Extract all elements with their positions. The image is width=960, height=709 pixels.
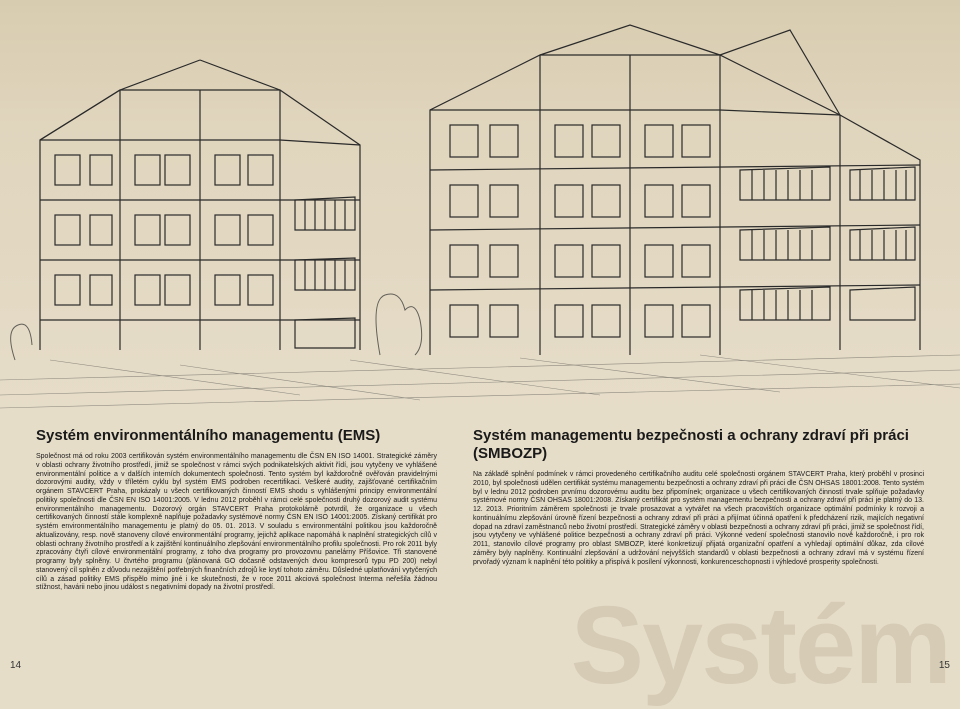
smbozp-heading: Systém managementu bezpečnosti a ochrany…	[473, 427, 924, 463]
right-column: Systém Systém managementu bezpečnosti a …	[455, 415, 960, 679]
page-number-right: 15	[939, 660, 950, 671]
smbozp-body: Na základě splnění podmínek v rámci prov…	[473, 471, 924, 567]
watermark-text: Systém	[571, 582, 950, 709]
left-column: Systém environmentálního managementu (EM…	[0, 415, 455, 679]
ems-body: Společnost má od roku 2003 certifikován …	[36, 453, 437, 593]
ems-heading: Systém environmentálního managementu (EM…	[36, 427, 437, 445]
architectural-sketch	[0, 0, 960, 415]
page-number-left: 14	[10, 660, 21, 671]
